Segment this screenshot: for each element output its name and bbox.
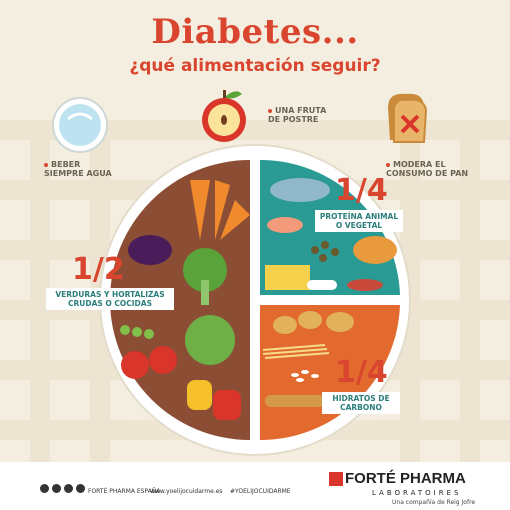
cheese-icon — [265, 265, 310, 290]
forte-pharma-logo-icon — [329, 472, 343, 486]
rice-icon — [291, 370, 319, 382]
brand-tagline: Una compañía de Reig Jofre — [392, 499, 476, 506]
broccoli-icon — [183, 248, 227, 292]
peas-icon — [120, 325, 154, 339]
carb-fraction: 1/4 — [335, 355, 388, 390]
bread-label: MODERA EL CONSUMO DE PAN — [386, 160, 469, 178]
egg-icon — [307, 280, 337, 290]
page-title: Diabetes... — [151, 12, 359, 52]
bullet-dot — [386, 162, 390, 167]
spaghetti-icon — [262, 344, 330, 359]
facebook-icon[interactable] — [52, 484, 61, 493]
page-subtitle: ¿qué alimentación seguir? — [129, 56, 381, 76]
shrimp-icon — [267, 217, 303, 233]
baguette-icon — [265, 395, 325, 407]
bread-icon — [388, 93, 428, 143]
legumes-icon — [311, 241, 339, 262]
youtube-icon[interactable] — [76, 484, 85, 493]
hashtag: #YOELIJOCUIDARME — [230, 488, 291, 495]
fish-icon — [270, 178, 330, 202]
water-label: BEBER SIEMPRE AGUA — [44, 160, 112, 178]
potato-icon — [273, 311, 354, 334]
eggplant-icon — [128, 235, 172, 265]
instagram-icon[interactable] — [40, 484, 49, 493]
bullet-dot — [44, 162, 48, 167]
chicken-icon — [353, 236, 397, 264]
website-link[interactable]: www.yoelijocuidarme.es — [150, 488, 223, 495]
protein-fraction: 1/4 — [335, 173, 388, 208]
sausage-icon — [347, 279, 383, 291]
footer — [0, 462, 510, 510]
brand-sub: LABORATOIRES — [372, 489, 462, 497]
carb-label: HIDRATOS DE CARBONO — [322, 392, 400, 414]
veg-fraction: 1/2 — [72, 252, 125, 287]
water-glass-icon — [52, 97, 108, 153]
apple-icon — [202, 90, 246, 142]
cabbage-icon — [185, 315, 235, 365]
tomato-icon — [121, 351, 149, 379]
twitter-icon[interactable] — [64, 484, 73, 493]
pepper-icon — [187, 380, 212, 410]
carrot-icon — [190, 180, 250, 240]
brand-name: FORTÉ PHARMA — [345, 470, 466, 487]
bullet-dot — [268, 108, 272, 113]
veg-label: VERDURAS Y HORTALIZAS CRUDAS O COCIDAS — [46, 288, 174, 310]
protein-label: PROTEÍNA ANIMAL O VEGETAL — [315, 210, 403, 232]
social-handle: FORTÉ PHARMA ESPAÑA — [88, 488, 161, 495]
fruit-label: UNA FRUTA DE POSTRE — [268, 106, 327, 124]
